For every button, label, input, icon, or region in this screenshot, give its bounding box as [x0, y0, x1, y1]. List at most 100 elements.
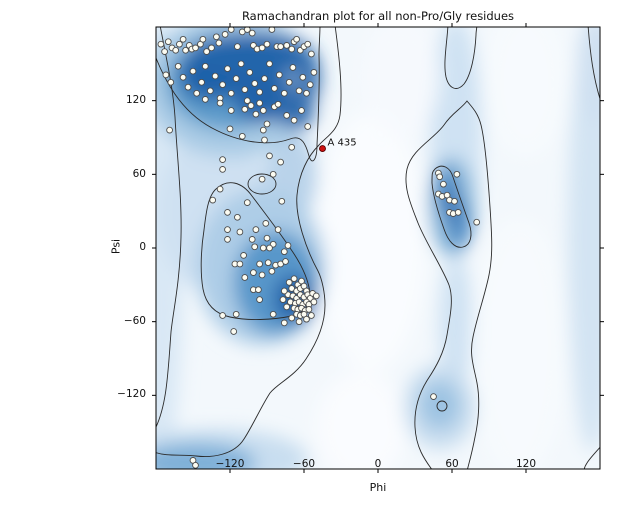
data-point: [230, 328, 238, 335]
data-point: [240, 252, 247, 259]
data-point: [288, 45, 296, 53]
data-point: [243, 97, 251, 105]
data-point: [280, 248, 288, 256]
data-point: [219, 166, 226, 173]
data-point: [259, 244, 267, 252]
data-point: [269, 310, 277, 318]
data-point: [283, 112, 291, 119]
data-point: [293, 35, 300, 43]
data-point: [174, 62, 182, 70]
x-tick-label: −120: [215, 458, 245, 470]
data-point: [256, 88, 263, 96]
data-point: [241, 105, 249, 113]
y-axis-label: Psi: [109, 238, 123, 255]
data-point: [251, 80, 259, 87]
data-point: [305, 306, 313, 313]
data-point: [201, 62, 209, 70]
data-point: [232, 75, 240, 82]
data-point: [166, 126, 173, 134]
data-point: [289, 64, 297, 71]
data-point: [226, 125, 234, 133]
data-point: [208, 44, 215, 52]
contour-layer: [156, 27, 600, 469]
data-point: [266, 60, 273, 68]
labeled-residue-label: A 435: [328, 138, 357, 149]
data-point: [221, 31, 229, 38]
data-point: [172, 46, 180, 54]
data-point: [277, 158, 284, 166]
data-point: [199, 35, 207, 43]
data-point: [268, 27, 276, 33]
data-point: [280, 319, 288, 327]
data-point: [234, 213, 241, 221]
data-point: [299, 73, 307, 81]
plot-area: A 435: [146, 17, 610, 479]
data-point: [262, 220, 270, 227]
data-point: [232, 310, 240, 318]
data-point: [157, 40, 165, 48]
data-point: [184, 83, 192, 91]
data-point: [193, 89, 201, 97]
y-tick-label: −120: [117, 388, 146, 400]
data-point: [268, 267, 276, 275]
data-point: [241, 86, 249, 93]
data-point: [451, 197, 458, 205]
data-point: [278, 197, 286, 205]
data-point: [189, 67, 197, 75]
data-point: [295, 87, 303, 95]
data-point: [209, 196, 217, 204]
data-point: [167, 78, 175, 86]
data-point: [266, 244, 273, 252]
data-point: [280, 287, 288, 295]
data-point: [236, 228, 244, 236]
data-point: [436, 173, 444, 181]
data-point: [251, 243, 259, 251]
data-point: [248, 236, 256, 243]
data-point: [258, 44, 266, 52]
data-point: [250, 269, 257, 276]
data-point: [227, 89, 235, 97]
data-point: [198, 78, 205, 86]
data-point: [285, 279, 293, 286]
y-tick-label: 120: [125, 94, 146, 106]
data-point: [256, 99, 263, 107]
data-point: [256, 296, 263, 303]
data-point: [263, 40, 271, 48]
labeled-residue: A 435: [319, 138, 357, 153]
data-point: [227, 107, 235, 114]
contour-small-oval: [247, 173, 277, 195]
x-axis-label: Phi: [369, 481, 387, 494]
data-point: [216, 99, 224, 107]
data-point: [224, 226, 231, 233]
data-point: [219, 81, 226, 89]
contour-right-outline: [405, 100, 493, 469]
data-point: [263, 234, 271, 242]
data-point: [179, 73, 187, 81]
data-point: [269, 170, 277, 178]
contour-top-balloon: [444, 27, 478, 89]
contour-left-branch: [156, 27, 182, 428]
data-point: [248, 29, 256, 37]
data-point: [224, 65, 231, 73]
data-point: [304, 40, 312, 48]
data-point: [280, 89, 288, 97]
axes-frame: [155, 26, 601, 470]
data-point: [247, 102, 255, 109]
data-point: [298, 107, 305, 114]
data-point: [283, 303, 291, 311]
data-point: [274, 100, 282, 108]
data-point: [176, 40, 183, 48]
data-point: [219, 312, 226, 319]
contour-bottom-ring: [436, 400, 448, 412]
data-point: [215, 39, 223, 47]
data-point: [201, 96, 209, 103]
data-point: [306, 81, 314, 89]
labeled-residue-point: [319, 145, 326, 153]
data-point: [243, 199, 251, 206]
data-point: [473, 218, 481, 226]
data-point: [453, 170, 461, 178]
data-point: [263, 120, 271, 128]
scatter-layer: [157, 27, 481, 469]
data-point: [430, 393, 437, 400]
